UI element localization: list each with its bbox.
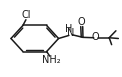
Text: N: N <box>67 28 75 38</box>
Text: H: H <box>65 24 72 34</box>
Text: O: O <box>78 17 86 27</box>
Text: NH₂: NH₂ <box>42 55 61 65</box>
Text: Cl: Cl <box>21 10 31 20</box>
Text: O: O <box>92 32 100 42</box>
